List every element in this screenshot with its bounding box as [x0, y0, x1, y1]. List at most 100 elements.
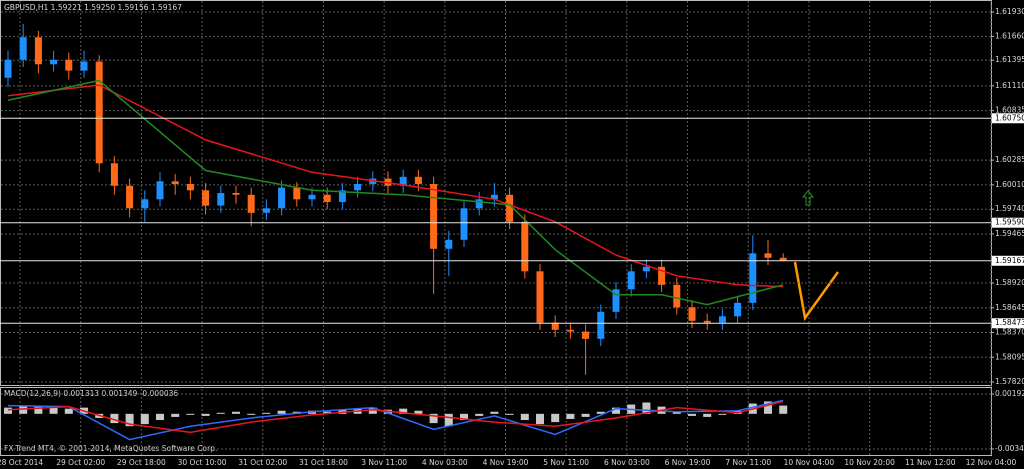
level-label-box	[992, 113, 1024, 124]
histogram-bar	[156, 413, 164, 421]
candle-body	[749, 253, 757, 303]
y-tick-label: -0.00341	[995, 444, 1024, 453]
histogram-bar	[262, 412, 271, 414]
y-tick-label: 1.60010	[995, 180, 1024, 189]
x-tick-label: 10 Nov 20:00	[844, 458, 895, 467]
histogram-bar	[460, 413, 468, 421]
candle-body	[688, 307, 696, 321]
histogram-bar	[429, 413, 438, 424]
candle-body	[262, 208, 270, 213]
candle-body	[399, 176, 407, 186]
level-label-box	[992, 318, 1024, 329]
histogram-bar	[414, 410, 423, 414]
candle-body	[354, 183, 362, 191]
y-tick-label: 1.58370	[995, 328, 1024, 337]
indicator-line	[7, 400, 784, 434]
candle-body	[141, 199, 149, 209]
y-tick-label: 1.59740	[995, 204, 1024, 213]
histogram-bar	[505, 413, 514, 415]
candle-body	[642, 266, 650, 272]
histogram-bar	[247, 413, 256, 415]
level-label: 1.60750	[995, 113, 1024, 122]
candle-body	[232, 192, 240, 195]
histogram-bar	[368, 407, 377, 414]
candle-body	[171, 181, 179, 184]
y-tick-label: 1.60285	[995, 155, 1024, 164]
candle-body	[718, 316, 726, 323]
histogram-bar	[140, 413, 149, 425]
histogram-bar	[19, 405, 28, 414]
projection	[793, 261, 840, 322]
histogram-bar	[444, 413, 453, 427]
level-label: 1.58473	[995, 318, 1024, 327]
histogram-bar	[110, 413, 119, 424]
histogram-bar	[125, 413, 134, 427]
candle-body	[460, 208, 468, 240]
x-tick-label: 11 Nov 12:00	[905, 458, 956, 467]
level-label-box	[992, 217, 1024, 228]
candle-body	[430, 183, 438, 249]
copyright: FX-Trend MT4, © 2001-2014, MetaQuotes So…	[4, 444, 217, 453]
level-label-box	[992, 255, 1024, 266]
candle-body	[582, 331, 590, 339]
candle-body	[19, 37, 27, 60]
histogram-bar	[171, 413, 180, 417]
candle-body	[506, 194, 514, 222]
histogram-bar	[551, 413, 560, 423]
histogram-bar	[49, 407, 58, 414]
histogram-bar	[520, 413, 529, 421]
histogram-bar	[277, 410, 286, 414]
candle-body	[338, 190, 346, 202]
histogram-bar	[201, 413, 210, 416]
y-tick-label: 1.58645	[995, 303, 1024, 312]
candle-body	[4, 59, 12, 78]
candle-body	[156, 181, 164, 200]
candle-body	[126, 185, 134, 209]
y-tick-label: 1.60835	[995, 106, 1024, 115]
candle-body	[445, 239, 453, 249]
y-tick-label: 1.57820	[995, 377, 1024, 386]
y-tick-label: 1.58095	[995, 352, 1024, 361]
histogram-bar	[642, 402, 651, 414]
histogram-bar	[536, 413, 544, 425]
candle-body	[521, 221, 529, 272]
candle-body	[293, 187, 301, 200]
candle-body	[202, 190, 210, 206]
chart-title: GBPUSD,H1 1.59221 1.59250 1.59156 1.5916…	[4, 3, 182, 12]
candle-body	[217, 192, 225, 206]
histogram-bar	[490, 411, 499, 414]
candle-body	[65, 59, 73, 71]
candle-body	[597, 311, 605, 339]
x-tick-label: 6 Nov 19:00	[665, 458, 711, 467]
candle-body	[658, 266, 666, 285]
histogram-bar	[688, 413, 696, 416]
candle-body	[673, 284, 681, 308]
candle-body	[612, 289, 620, 312]
histogram-bar	[566, 413, 575, 419]
histogram-bar	[596, 411, 605, 414]
x-tick-label: 30 Oct 10:00	[178, 458, 227, 467]
indicator-line	[7, 84, 784, 288]
candle-body	[80, 61, 88, 71]
indicator-line	[7, 79, 784, 306]
candle-body	[323, 194, 331, 202]
candle-body	[414, 176, 422, 184]
candle-body	[34, 37, 42, 65]
level-label: 1.59167	[995, 256, 1024, 265]
x-tick-label: 29 Oct 18:00	[117, 458, 166, 467]
histogram-bar	[718, 413, 727, 415]
candle-body	[703, 320, 711, 323]
histogram-bar	[4, 407, 12, 414]
candle-body	[308, 194, 316, 200]
candle-body	[536, 271, 544, 323]
candle-body	[764, 253, 772, 258]
up-arrow	[801, 190, 815, 206]
x-tick-label: 4 Nov 03:00	[422, 458, 468, 467]
histogram-bar	[764, 401, 772, 414]
x-tick-label: 10 Nov 04:00	[784, 458, 835, 467]
x-tick-label: 3 Nov 11:00	[361, 458, 407, 467]
x-tick-label: 4 Nov 19:00	[483, 458, 529, 467]
level-label: 1.59590	[995, 218, 1024, 227]
